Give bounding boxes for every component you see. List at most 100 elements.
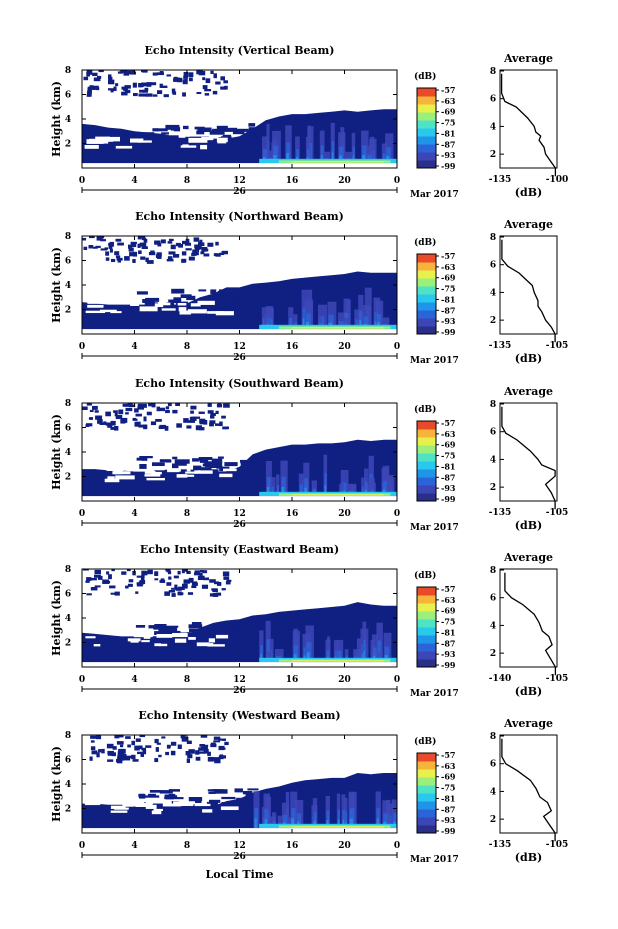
noise-patch: [194, 572, 199, 576]
colorbar-tick-label: -81: [441, 461, 455, 471]
noise-patch: [136, 582, 142, 585]
avg-x-tick-label: -105: [546, 341, 569, 351]
noise-patch: [210, 415, 215, 419]
noise-patch: [202, 744, 209, 747]
noise-patch: [175, 462, 187, 466]
noise-patch: [166, 569, 171, 573]
noise-patch: [143, 239, 148, 243]
x-tick-label: 0: [394, 509, 400, 519]
noise-patch: [96, 752, 100, 758]
gap: [151, 468, 166, 471]
gap: [190, 303, 201, 307]
noise-patch: [118, 748, 125, 753]
noise-patch: [120, 744, 124, 748]
streak: [324, 473, 327, 497]
y-tick-label: 4: [65, 780, 71, 790]
colorbar-swatch: [417, 294, 436, 303]
noise-patch: [222, 134, 232, 138]
gap: [84, 800, 101, 806]
noise-patch: [190, 405, 197, 410]
noise-patch: [186, 632, 193, 635]
noise-patch: [149, 790, 161, 793]
gap: [110, 810, 128, 813]
noise-patch: [122, 87, 128, 91]
noise-patch: [188, 577, 194, 583]
colorbar-tick-label: -69: [441, 440, 456, 450]
noise-patch: [148, 403, 155, 407]
noise-patch: [248, 123, 256, 127]
streak: [337, 650, 342, 663]
noise-patch: [144, 795, 160, 798]
x-tick-label: 4: [131, 509, 137, 519]
streak: [373, 647, 377, 663]
streak: [382, 153, 386, 164]
date-day-label: 26: [233, 187, 246, 197]
noise-patch: [162, 425, 167, 429]
avg-x-tick-label: -105: [546, 508, 569, 518]
noise-patch: [163, 94, 169, 98]
colorbar-swatch: [417, 785, 436, 794]
noise-patch: [185, 248, 192, 251]
noise-patch: [85, 580, 90, 583]
noise-patch: [92, 246, 98, 249]
streak: [328, 314, 334, 330]
y-tick-label: 6: [65, 756, 71, 766]
noise-patch: [152, 803, 167, 808]
noise-patch: [86, 70, 92, 74]
colorbar-tick-label: -75: [441, 451, 455, 461]
noise-patch: [193, 237, 200, 242]
x-tick-label: 20: [338, 342, 351, 352]
noise-patch: [85, 424, 90, 428]
x-tick-label: 4: [131, 841, 137, 851]
streak: [268, 477, 276, 497]
noise-patch: [209, 799, 221, 803]
noise-patch: [154, 578, 159, 581]
streak: [386, 147, 392, 164]
avg-title: Average: [503, 52, 553, 65]
noise-patch: [157, 137, 164, 141]
noise-patch: [94, 585, 101, 588]
gap: [114, 807, 129, 810]
gap: [188, 637, 196, 640]
noise-patch: [188, 749, 195, 754]
avg-y-tick-label: 8: [490, 67, 496, 77]
noise-patch: [142, 89, 148, 93]
streak: [266, 650, 272, 663]
noise-patch: [178, 244, 184, 248]
noise-patch: [222, 747, 226, 750]
colorbar-swatch: [417, 302, 436, 311]
streak: [302, 318, 305, 330]
noise-patch: [252, 622, 267, 627]
colorbar-swatch: [417, 310, 436, 319]
panel-title: Echo Intensity (Eastward Beam): [140, 543, 339, 556]
colorbar-tick-label: -93: [441, 649, 456, 659]
noise-patch: [140, 403, 147, 408]
streak: [383, 813, 388, 829]
y-tick-label: 6: [65, 590, 71, 600]
gap: [220, 806, 239, 811]
avg-x-tick-label: -135: [489, 508, 512, 518]
noise-patch: [143, 416, 147, 422]
noise-patch: [246, 472, 252, 477]
x-tick-label: 8: [184, 841, 190, 851]
noise-patch: [207, 756, 214, 762]
noise-patch: [165, 135, 179, 141]
gap: [194, 470, 213, 474]
colorbar-frame: [416, 253, 437, 335]
streak: [349, 808, 355, 829]
x-tick-label: 0: [394, 675, 400, 685]
colorbar-swatch: [417, 793, 436, 802]
noise-patch: [242, 791, 253, 795]
x-tick-label: 0: [79, 509, 85, 519]
colorbar-swatch: [417, 817, 436, 826]
noise-patch: [139, 735, 146, 738]
gap: [143, 634, 151, 639]
noise-patch: [89, 409, 94, 413]
noise-patch: [222, 293, 228, 298]
gap: [200, 144, 208, 150]
noise-patch: [241, 631, 249, 636]
date-day-label: 26: [233, 353, 246, 363]
streak: [376, 808, 380, 829]
noise-patch: [94, 410, 99, 413]
avg-x-tick-label: -135: [489, 175, 512, 185]
